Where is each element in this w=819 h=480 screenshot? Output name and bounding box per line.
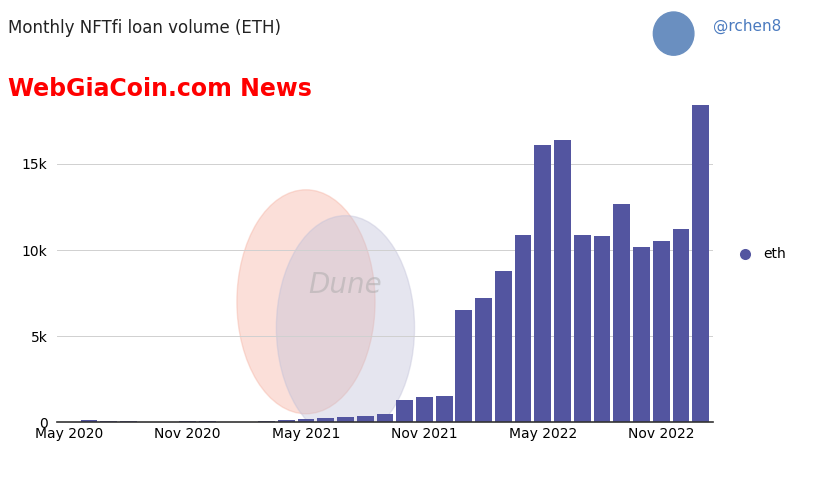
Bar <box>297 419 314 422</box>
Bar <box>238 421 256 422</box>
Bar <box>554 140 571 422</box>
Bar <box>416 396 432 422</box>
Ellipse shape <box>237 190 375 414</box>
Bar <box>475 299 492 422</box>
Bar <box>594 236 610 422</box>
Text: @rchen8: @rchen8 <box>713 19 781 35</box>
Bar <box>436 396 453 422</box>
Bar <box>535 145 551 422</box>
Bar <box>80 420 97 422</box>
Bar <box>455 311 473 422</box>
Bar <box>179 421 196 422</box>
Bar <box>514 235 532 422</box>
Text: Dune: Dune <box>309 271 382 299</box>
Bar <box>337 417 354 422</box>
Bar <box>692 105 709 422</box>
Bar <box>140 421 156 422</box>
Bar <box>258 421 275 422</box>
Bar <box>317 419 334 422</box>
Ellipse shape <box>276 216 414 440</box>
Bar <box>199 421 215 422</box>
Bar <box>672 229 690 422</box>
Bar <box>377 414 393 422</box>
Text: Monthly NFTfi loan volume (ETH): Monthly NFTfi loan volume (ETH) <box>8 19 281 37</box>
Bar <box>574 235 590 422</box>
Bar <box>357 416 373 422</box>
Bar <box>396 400 413 422</box>
Circle shape <box>654 12 694 55</box>
Text: WebGiaCoin.com News: WebGiaCoin.com News <box>8 77 312 101</box>
Bar <box>100 421 117 422</box>
Legend: eth: eth <box>726 242 792 267</box>
Bar <box>495 271 512 422</box>
Bar <box>160 421 176 422</box>
Bar <box>120 421 137 422</box>
Bar <box>613 204 630 422</box>
Bar <box>633 247 649 422</box>
Bar <box>278 420 295 422</box>
Bar <box>653 241 670 422</box>
